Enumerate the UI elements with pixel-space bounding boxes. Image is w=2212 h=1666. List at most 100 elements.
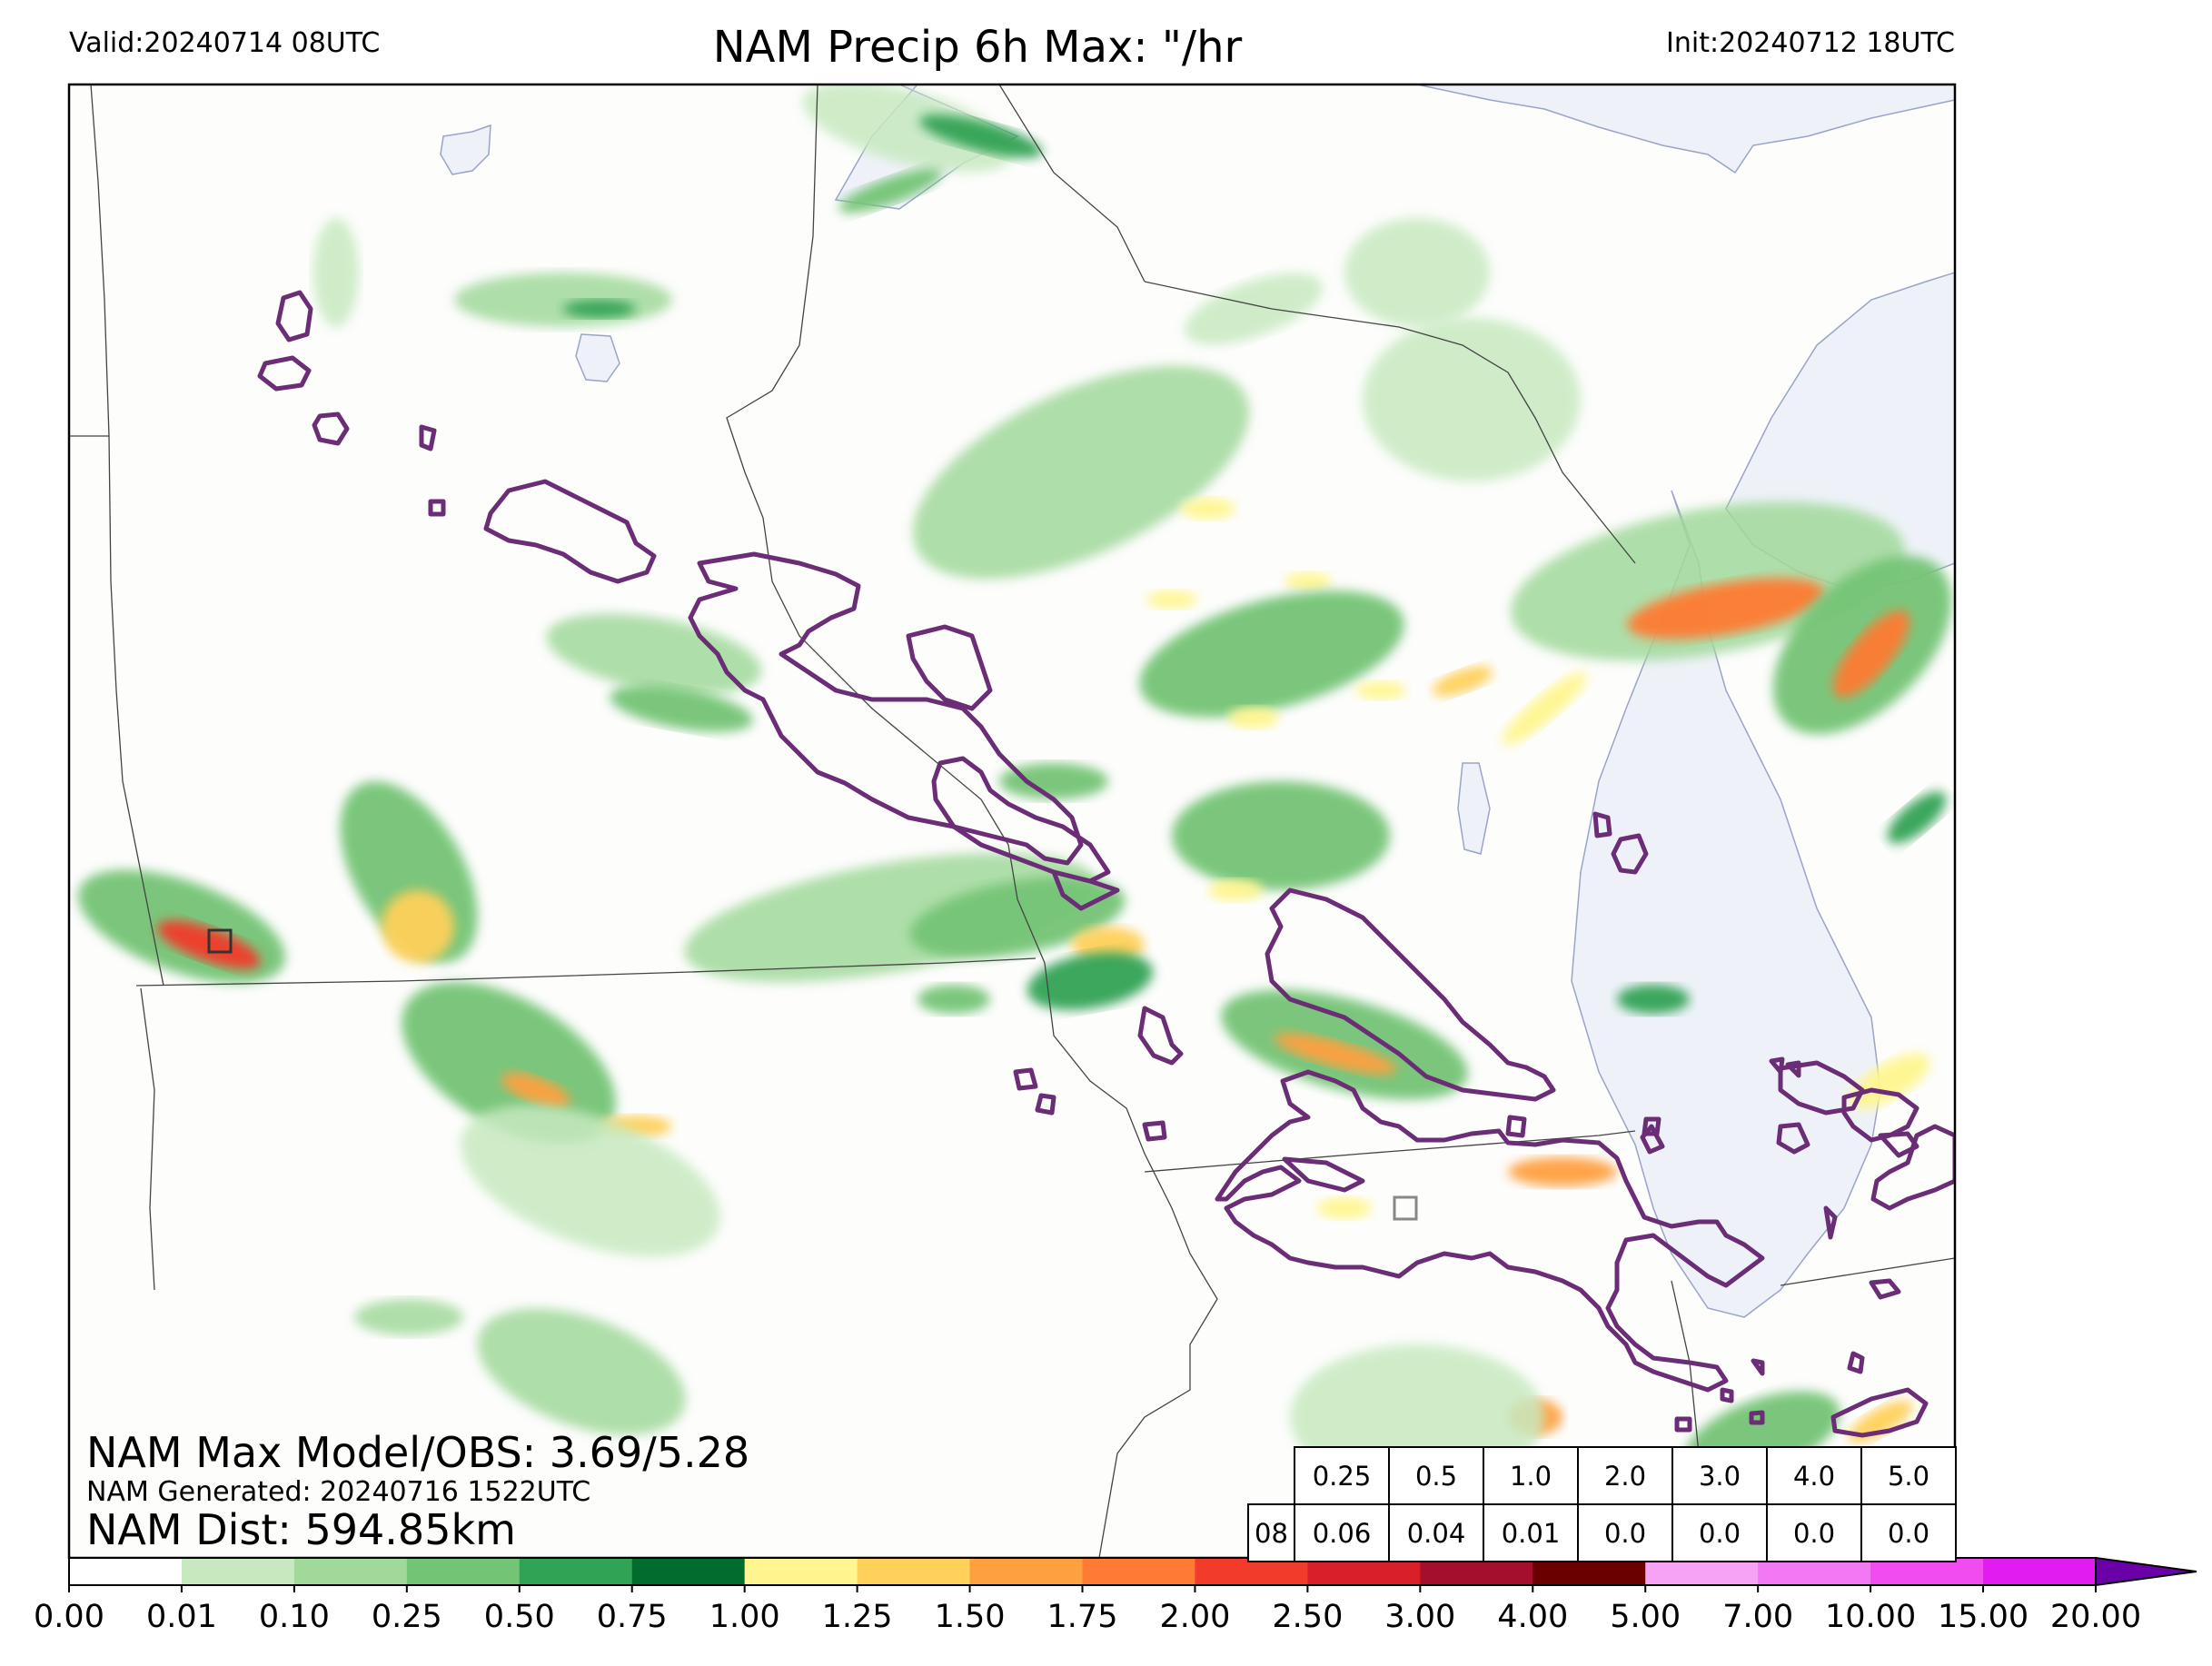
threshold-header-cell: 0.5: [1388, 1446, 1484, 1505]
precip-swath: [1887, 791, 1947, 844]
colorbar-tick-label: 10.00: [1825, 1599, 1917, 1635]
colorbar-tick-label: 0.75: [596, 1599, 668, 1635]
map-title: NAM Precip 6h Max: "/hr: [712, 22, 1243, 73]
precip-swath: [1502, 671, 1587, 746]
threshold-value-cell: 0.0: [1671, 1503, 1768, 1562]
colorbar-tick-label: 15.00: [1937, 1599, 2029, 1635]
threshold-header-cell: 2.0: [1577, 1446, 1673, 1505]
colorbar-tick-label: 7.00: [1722, 1599, 1794, 1635]
max-model-obs: NAM Max Model/OBS: 3.69/5.28: [86, 1428, 750, 1477]
threshold-header-cell: 3.0: [1671, 1446, 1768, 1505]
init-time: Init:20240712 18UTC: [1666, 27, 1955, 59]
precip-swath: [1344, 218, 1490, 327]
obs-max-box: [207, 928, 233, 954]
model-max-box: [1393, 1195, 1418, 1221]
precip-swath: [477, 1308, 686, 1435]
precip-swath: [313, 218, 359, 327]
colorbar-segment: [69, 1558, 183, 1585]
lake-mille-lacs: [575, 333, 620, 382]
colorbar-tick-label: 1.00: [709, 1599, 780, 1635]
colorbar-segment: [519, 1558, 633, 1585]
threshold-value-cell: 0.01: [1483, 1503, 1579, 1562]
precip-swath: [382, 890, 454, 963]
colorbar-tick-label: 0.00: [34, 1599, 104, 1635]
precip-swath: [1432, 666, 1493, 697]
colorbar-tick-label: 2.00: [1159, 1599, 1231, 1635]
colorbar: [68, 1556, 2197, 1592]
colorbar-tick-label: 0.10: [258, 1599, 330, 1635]
precip-swath: [838, 168, 942, 213]
colorbar-segment: [631, 1558, 746, 1585]
precip-swath: [354, 1299, 463, 1335]
precip-swath: [1317, 1197, 1372, 1219]
lake-winnebago: [1457, 762, 1491, 855]
precip-swath: [501, 1073, 570, 1107]
threshold-value-cell: 0.0: [1766, 1503, 1862, 1562]
precip-swath: [454, 273, 672, 327]
threshold-header-cell: 5.0: [1860, 1446, 1957, 1505]
precip-swath: [1172, 781, 1390, 890]
precip-swath: [1849, 1053, 1930, 1109]
colorbar-tick-label: 0.25: [371, 1599, 442, 1635]
colorbar-segment: [1420, 1558, 1533, 1585]
precip-swath: [1832, 610, 1910, 699]
colorbar-tick-label: 1.25: [821, 1599, 893, 1635]
precip-swath: [1363, 318, 1581, 481]
threshold-header-cell: 0.25: [1294, 1446, 1390, 1505]
colorbar-segment: [1082, 1558, 1195, 1585]
precip-swath: [610, 685, 753, 732]
precip-swath: [912, 365, 1250, 580]
colorbar-segment: [969, 1558, 1083, 1585]
lake-michigan: [1571, 490, 1881, 1318]
precip-swath: [1208, 879, 1263, 901]
lake-red: [440, 124, 491, 175]
precip-swath: [919, 114, 1043, 158]
precip-swath: [1139, 590, 1404, 718]
precip-swath: [1627, 578, 1825, 640]
precip-swath: [684, 852, 1096, 983]
precip-swath: [461, 1105, 720, 1257]
colorbar-segment: [1307, 1558, 1421, 1585]
state-borders: [69, 84, 1955, 1558]
colorbar-segment: [406, 1558, 521, 1585]
precip-swath: [1508, 1157, 1617, 1186]
colorbar-tick-label: 1.75: [1046, 1599, 1118, 1635]
obs-contours: [257, 290, 1955, 1438]
precip-swath: [1274, 1033, 1397, 1075]
colorbar-segment: [1533, 1558, 1646, 1585]
colorbar-extend-arrow: [2095, 1556, 2197, 1587]
colorbar-segment: [181, 1558, 295, 1585]
colorbar-segment: [744, 1558, 858, 1585]
colorbar-tick-label: 2.50: [1272, 1599, 1344, 1635]
threshold-table: 0.25 0.5 1.0 2.0 3.0 4.0 5.0 08 0.06 0.04 0.01 0.0 0…: [1247, 1446, 1957, 1562]
colorbar-segment: [857, 1558, 971, 1585]
colorbar-segment: [1195, 1558, 1308, 1585]
precip-swath: [1285, 572, 1332, 590]
threshold-header-cell: 4.0: [1766, 1446, 1862, 1505]
precip-swath: [1355, 681, 1406, 699]
precip-swath: [918, 985, 990, 1014]
precip-swath: [999, 763, 1108, 799]
precip-swath: [802, 84, 1015, 173]
precip-swath: [1228, 707, 1279, 729]
threshold-value-cell: 0.0: [1577, 1503, 1673, 1562]
colorbar-segment: [1645, 1558, 1759, 1585]
precip-swath: [546, 613, 762, 695]
colorbar-tick-label: 0.50: [483, 1599, 555, 1635]
colorbar-segment: [1870, 1558, 1984, 1585]
threshold-header-cell: 1.0: [1483, 1446, 1579, 1505]
threshold-row-label: 08: [1247, 1503, 1295, 1562]
precip-swath: [1185, 273, 1323, 345]
precip-swath: [1181, 498, 1235, 520]
colorbar-tick-label: 0.01: [145, 1599, 217, 1635]
precip-swath: [1146, 590, 1197, 609]
precip-swath: [1027, 952, 1154, 1010]
precip-swath: [563, 300, 636, 318]
threshold-value-cell: 0.04: [1388, 1503, 1484, 1562]
precip-swath: [1848, 1400, 1913, 1443]
colorbar-tick-label: 5.00: [1610, 1599, 1681, 1635]
colorbar-tick-label: 1.50: [934, 1599, 1006, 1635]
colorbar-tick-label: 20.00: [2049, 1599, 2142, 1635]
threshold-value-cell: 0.06: [1294, 1503, 1390, 1562]
colorbar-segment: [1758, 1558, 1871, 1585]
